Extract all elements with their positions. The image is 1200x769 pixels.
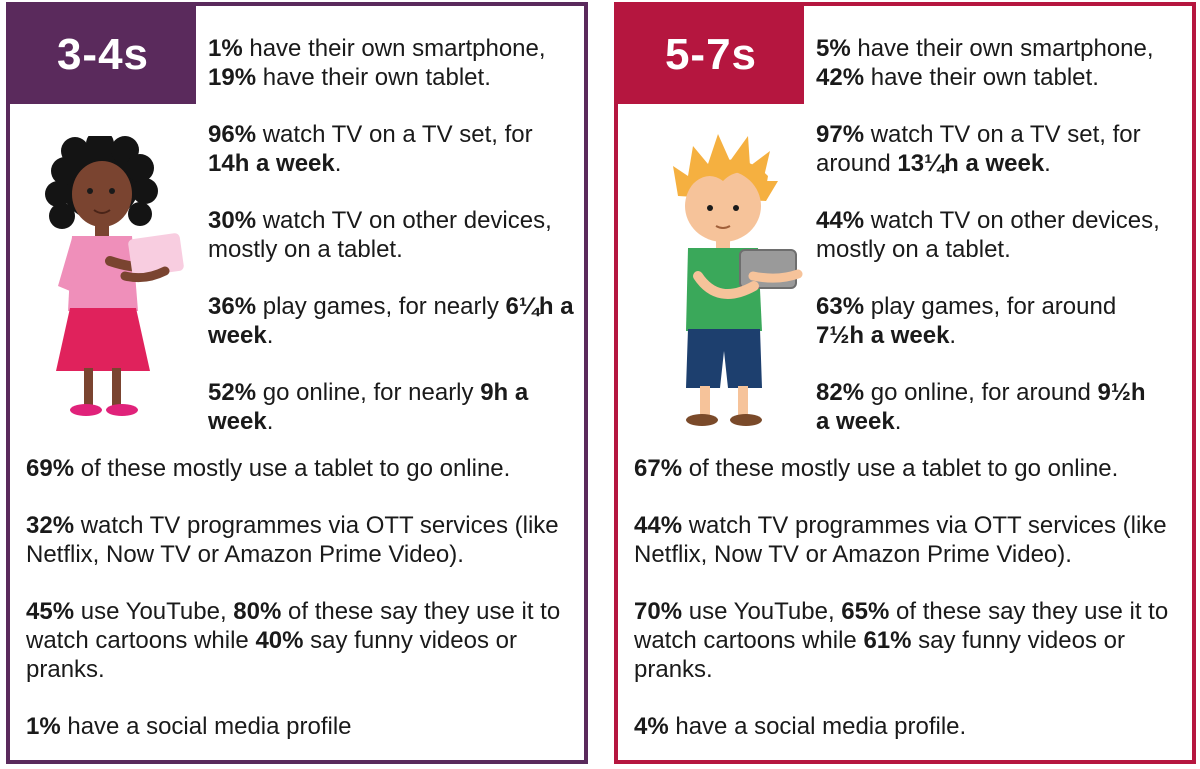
stat-item: 1% have their own smartphone, 19% have t… bbox=[208, 35, 546, 91]
top-stats: 1% have their own smartphone, 19% have t… bbox=[208, 34, 578, 464]
stat-item: 52% go online, for nearly 9h a week. bbox=[208, 379, 529, 435]
bottom-stats: 69% of these mostly use a tablet to go o… bbox=[26, 454, 578, 769]
bottom-stats: 67% of these mostly use a tablet to go o… bbox=[634, 454, 1186, 769]
panel-5-7s: 5-7s 5% have their own smartphone, 42% h… bbox=[614, 2, 1196, 764]
stat-item: 4% have a social media profile. bbox=[634, 713, 967, 740]
stat-item: 44% watch TV programmes via OTT services… bbox=[634, 512, 1167, 568]
stat-item: 97% watch TV on a TV set, for around 13¼… bbox=[816, 121, 1141, 177]
age-label: 3-4s bbox=[10, 6, 196, 104]
age-label: 5-7s bbox=[618, 6, 804, 104]
stat-item: 63% play games, for around 7½h a week. bbox=[816, 293, 1117, 349]
top-stats: 5% have their own smartphone, 42% have t… bbox=[816, 34, 1186, 464]
stat-item: 44% watch TV on other devices, mostly on… bbox=[816, 207, 1160, 263]
boy-with-tablet-illustration bbox=[673, 134, 803, 426]
stat-item: 30% watch TV on other devices, mostly on… bbox=[208, 207, 552, 263]
stat-item: 67% of these mostly use a tablet to go o… bbox=[634, 455, 1119, 482]
girl-with-tablet-illustration bbox=[45, 136, 184, 416]
stat-item: 5% have their own smartphone, 42% have t… bbox=[816, 35, 1154, 91]
panel-3-4s: 3-4s 1% have their own smartphone, 19 bbox=[6, 2, 588, 764]
stat-item: 82% go online, for around 9½h a week. bbox=[816, 379, 1146, 435]
stat-item: 96% watch TV on a TV set, for 14h a week… bbox=[208, 121, 533, 177]
stat-item: 45% use YouTube, 80% of these say they u… bbox=[26, 598, 561, 683]
stat-item: 70% use YouTube, 65% of these say they u… bbox=[634, 598, 1169, 683]
stat-item: 36% play games, for nearly 6¼h a week. bbox=[208, 293, 574, 349]
stat-item: 32% watch TV programmes via OTT services… bbox=[26, 512, 559, 568]
stat-item: 69% of these mostly use a tablet to go o… bbox=[26, 455, 511, 482]
stat-item: 1% have a social media profile bbox=[26, 713, 352, 740]
